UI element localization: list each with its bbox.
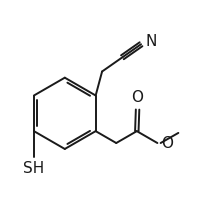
Text: N: N [146,34,157,49]
Text: O: O [132,90,144,105]
Text: O: O [161,136,173,151]
Text: SH: SH [23,161,44,176]
